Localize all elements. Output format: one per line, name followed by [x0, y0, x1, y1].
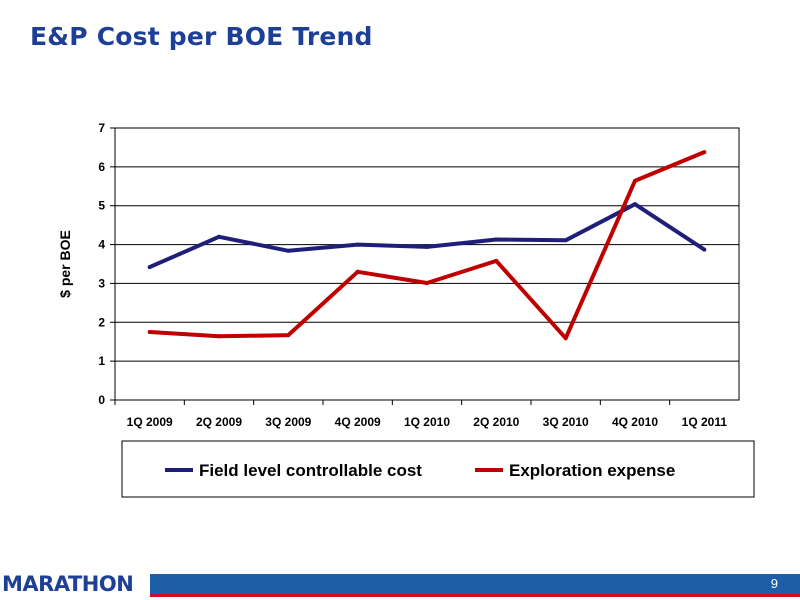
x-tick-labels: 1Q 2009 2Q 2009 3Q 2009 4Q 2009 1Q 2010 2Q 20…: [127, 415, 728, 429]
y-axis-label: $ per BOE: [57, 230, 73, 298]
data-point: [702, 150, 707, 155]
y-tick-label: 3: [98, 276, 105, 290]
y-tick-label: 7: [98, 121, 105, 135]
x-tick-label: 3Q 2010: [543, 415, 589, 429]
x-tick-label: 4Q 2010: [612, 415, 658, 429]
legend-box: [121, 440, 755, 498]
marathon-logo: MARATHON: [2, 572, 134, 596]
data-point: [286, 248, 291, 253]
data-point: [217, 234, 221, 239]
legend: Field level controllable cost Exploration…: [165, 461, 675, 480]
data-point: [425, 281, 429, 286]
y-tick-label: 0: [98, 393, 105, 407]
x-tick-label: 3Q 2009: [265, 415, 311, 429]
y-tick-label: 1: [98, 354, 105, 368]
page-title: E&P Cost per BOE Trend: [30, 22, 373, 51]
data-point: [633, 202, 637, 207]
data-point: [147, 330, 152, 334]
x-tick-label: 1Q 2011: [682, 415, 728, 429]
y-tick-label: 2: [98, 315, 105, 329]
legend-label: Exploration expense: [509, 461, 675, 480]
x-tick-label: 2Q 2010: [473, 415, 519, 429]
data-point: [633, 178, 637, 183]
data-point: [563, 336, 568, 341]
y-tick-labels: 0 1 2 3 4 5 6 7: [98, 121, 105, 407]
y-tick-label: 4: [98, 238, 105, 252]
footer-stripe: [150, 594, 800, 597]
x-tick-label: 4Q 2009: [335, 415, 381, 429]
data-point: [147, 265, 152, 270]
data-point: [702, 247, 707, 252]
x-tick-label: 1Q 2009: [127, 415, 173, 429]
y-tick-label: 6: [98, 160, 105, 174]
y-tick-label: 5: [98, 199, 105, 213]
legend-label: Field level controllable cost: [199, 461, 422, 480]
data-point: [355, 269, 360, 274]
x-tick-label: 1Q 2010: [404, 415, 450, 429]
series-lines: [147, 150, 707, 341]
plot-area: [114, 127, 740, 401]
data-point: [355, 242, 360, 247]
data-point: [425, 244, 429, 249]
data-point: [563, 238, 568, 243]
data-point: [286, 333, 291, 338]
data-point: [494, 258, 499, 263]
data-point: [217, 334, 221, 339]
page-number: 9: [770, 576, 778, 591]
x-tick-label: 2Q 2009: [196, 415, 242, 429]
footer-band: [150, 574, 800, 594]
data-point: [494, 237, 499, 242]
